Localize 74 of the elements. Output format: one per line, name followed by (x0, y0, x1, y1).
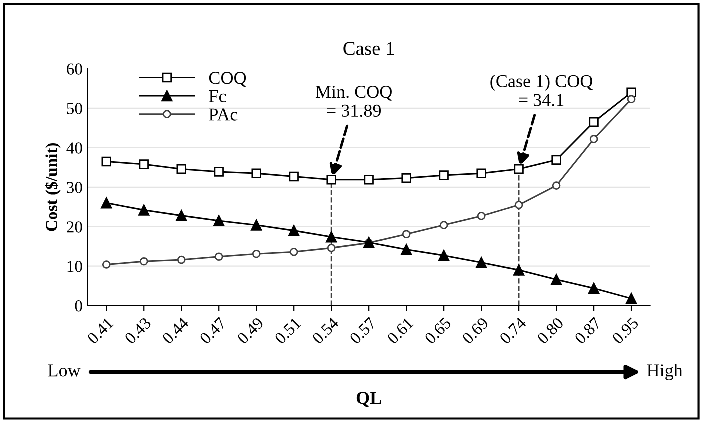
point (290, 248, 298, 256)
point (627, 95, 636, 104)
x-tick-label: 0.47 (199, 316, 228, 345)
point (252, 168, 262, 178)
point (439, 170, 449, 180)
x-axis-title: QL (356, 392, 382, 408)
y-axis-title: Cost ($/unit) (45, 143, 61, 232)
x-tick-label: 0.43 (124, 317, 152, 345)
point (476, 257, 488, 268)
y-tick-label: 0 (75, 300, 82, 312)
point (588, 282, 600, 294)
point (102, 156, 112, 167)
y-tick-label: 50 (67, 103, 82, 114)
point (590, 135, 598, 144)
point (552, 182, 561, 190)
x-tick-label: 0.44 (162, 316, 190, 345)
x-tick-label: 0.69 (462, 317, 490, 345)
legend-label: COQ (209, 72, 247, 87)
point (214, 252, 224, 262)
point (102, 260, 111, 269)
point (252, 250, 261, 258)
point (402, 230, 411, 239)
point (401, 244, 412, 256)
point (514, 200, 524, 210)
point (140, 257, 148, 266)
point (289, 172, 299, 182)
text: High (647, 364, 683, 380)
x-tick-label: 0.80 (536, 317, 564, 345)
point (138, 204, 150, 216)
point (176, 210, 188, 222)
point (589, 117, 599, 128)
x-tick-label: 0.57 (349, 316, 378, 345)
ref-line-label: Min. COQ = 31.89 (316, 86, 392, 118)
point (326, 175, 336, 185)
x-tick-label: 0.95 (612, 317, 640, 345)
y-tick-label: 10 (68, 261, 82, 272)
x-tick-label: 0.49 (236, 317, 264, 345)
legend-label: PAc (209, 108, 238, 121)
point (176, 164, 186, 174)
point (177, 256, 186, 264)
ref-line-label: (Case 1) COQ = 34.1 (490, 74, 593, 106)
y-tick-label: 60 (67, 64, 82, 75)
x-tick-label: 0.74 (499, 316, 528, 345)
point (288, 225, 300, 236)
point (477, 212, 486, 220)
point (514, 164, 524, 174)
x-tick-label: 0.87 (574, 316, 602, 345)
point (326, 232, 338, 243)
point (626, 293, 638, 304)
point (438, 250, 450, 262)
point (550, 274, 562, 286)
point (251, 220, 262, 231)
point (402, 173, 412, 184)
y-tick-label: 40 (66, 142, 82, 154)
point (214, 167, 224, 177)
x-tick-label: 0.65 (424, 317, 452, 345)
point (552, 155, 562, 166)
point (476, 168, 486, 178)
point (513, 264, 525, 276)
point (139, 160, 149, 170)
point (214, 215, 225, 227)
point (440, 221, 448, 230)
point (327, 244, 336, 252)
y-tick-label: 30 (67, 182, 82, 194)
y-tick-label: 20 (67, 222, 82, 233)
x-tick-label: 0.51 (274, 317, 302, 345)
text: Low (48, 364, 81, 377)
x-tick-label: 0.41 (86, 317, 114, 345)
chart-title: Case 1 (344, 42, 394, 56)
point (364, 175, 374, 185)
point (101, 198, 112, 209)
legend-label: Fc (209, 90, 226, 103)
x-tick-label: 0.54 (312, 316, 340, 345)
x-tick-label: 0.61 (386, 317, 414, 345)
